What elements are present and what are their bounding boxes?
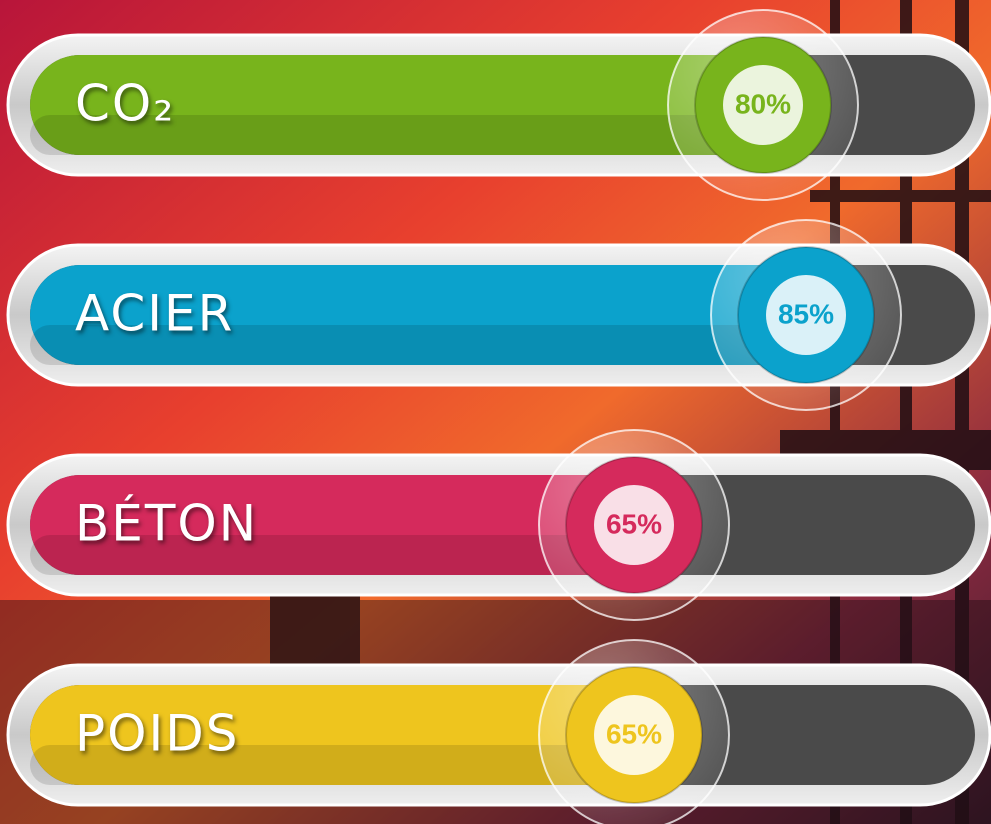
value-label: 85% <box>778 298 834 329</box>
value-label: 80% <box>735 88 791 119</box>
category-label: CO₂ <box>75 75 175 133</box>
category-label: BÉTON <box>75 494 258 553</box>
category-label: POIDS <box>75 705 240 763</box>
category-label: ACIER <box>75 285 234 343</box>
chart: CO₂ 80% ACIER 85% BÉTON 65% POIDS 65% <box>0 0 991 824</box>
value-label: 65% <box>606 508 662 539</box>
value-label: 65% <box>606 718 662 749</box>
